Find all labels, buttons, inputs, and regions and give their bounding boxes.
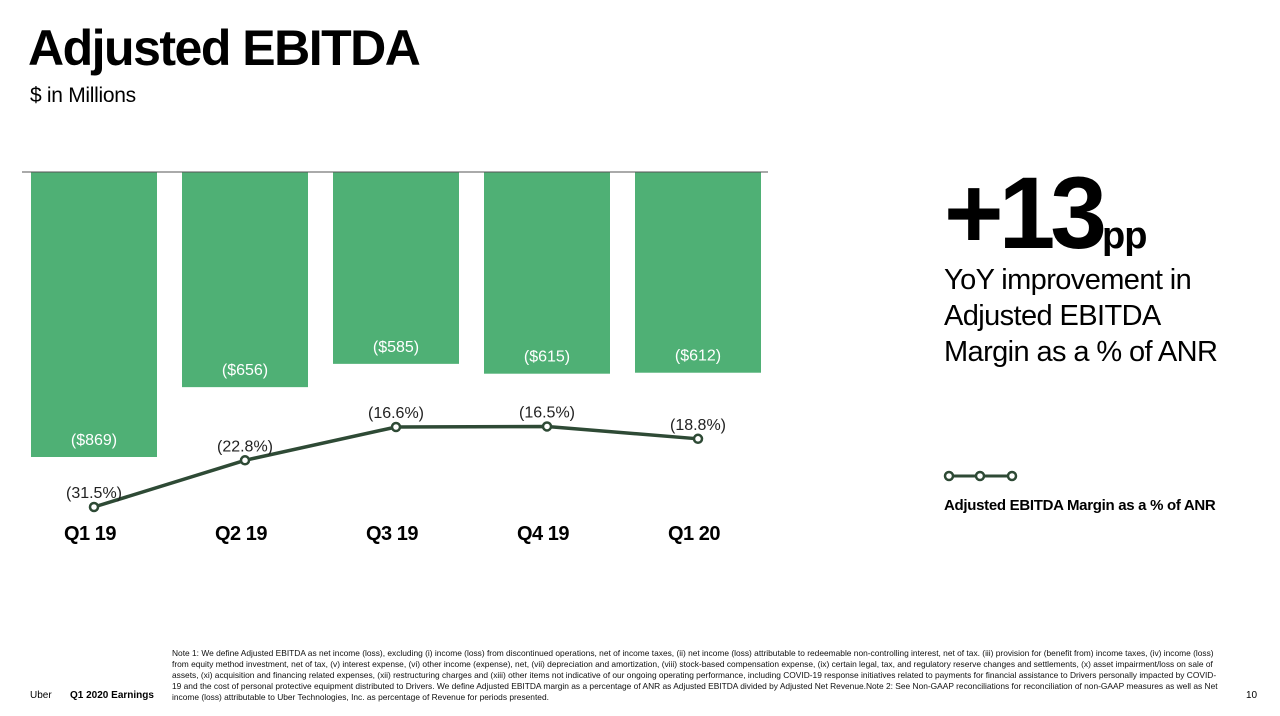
kpi-caption: YoY improvement in Adjusted EBITDA Margi… — [944, 264, 1218, 368]
page-title: Adjusted EBITDA — [28, 20, 421, 76]
bar-label-3: ($615) — [524, 349, 570, 366]
legend-label: Adjusted EBITDA Margin as a % of ANR — [944, 497, 1216, 514]
category-label-4: Q1 20 — [668, 523, 720, 545]
kpi-value: +13 — [944, 156, 1107, 270]
margin-label-3: (16.5%) — [519, 404, 575, 421]
margin-label-1: (22.8%) — [217, 438, 273, 455]
margin-label-0: (31.5%) — [66, 485, 122, 502]
bar-label-2: ($585) — [373, 339, 419, 356]
margin-point-3 — [541, 421, 553, 432]
bar-0 — [31, 172, 157, 457]
kpi-unit: pp — [1102, 215, 1147, 257]
margin-point-4 — [692, 433, 704, 445]
footer-brand: Uber — [30, 690, 52, 701]
bar-label-0: ($869) — [71, 432, 117, 449]
margin-point-2 — [390, 421, 402, 433]
bar-1 — [182, 172, 308, 388]
page-number: 10 — [1246, 690, 1258, 701]
bar-3 — [484, 172, 610, 374]
page-subtitle: $ in Millions — [30, 84, 136, 107]
margin-point-1 — [239, 455, 251, 466]
margin-label-2: (16.6%) — [368, 405, 424, 422]
category-label-2: Q3 19 — [366, 523, 418, 545]
margin-line — [93, 424, 699, 509]
ebitda-chart: ($869) ($656) ($585) ($615) ($612) (31.5%) (22… — [22, 171, 768, 545]
category-label-0: Q1 19 — [64, 523, 116, 545]
category-label-3: Q4 19 — [517, 523, 569, 545]
legend-line-swatch — [943, 470, 1018, 482]
margin-label-4: (18.8%) — [670, 417, 726, 434]
footnote: Note 1: We define Adjusted EBITDA as net… — [172, 648, 1218, 702]
kpi-callout: +13pp — [944, 156, 1147, 270]
bar-2 — [333, 172, 459, 364]
bar-label-4: ($612) — [675, 348, 721, 365]
bar-label-1: ($656) — [222, 362, 268, 379]
category-label-1: Q2 19 — [215, 523, 267, 545]
bar-4 — [635, 172, 761, 373]
margin-point-0 — [88, 501, 100, 513]
footer-document-name: Q1 2020 Earnings — [70, 690, 154, 701]
